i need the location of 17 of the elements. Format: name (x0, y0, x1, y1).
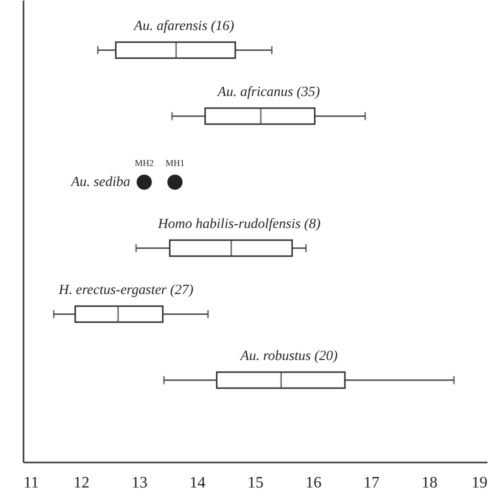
x-tick-label: 13 (132, 474, 148, 492)
x-tick-label: 18 (422, 474, 438, 492)
y-tick-label: Homo habilis-rudolfensis (8) (156, 217, 321, 232)
x-tick-label: 11 (24, 474, 39, 492)
x-tick-label: 16 (306, 474, 322, 492)
y-tick-label: Au. africanus (35) (216, 85, 320, 100)
x-tick-label: 14 (190, 474, 206, 492)
annotation: MH1 (165, 158, 184, 168)
x-tick-label: 17 (364, 474, 380, 492)
annotation: MH2 (134, 158, 154, 168)
x-tick-label: 12 (74, 474, 90, 492)
y-tick-label: H. erectus-ergaster (27) (58, 283, 194, 298)
y-tick-label: Au. robustus (20) (240, 349, 338, 364)
x-tick-label: 15 (248, 474, 264, 492)
y-tick-label: Au. sediba (70, 175, 130, 190)
x-tick-label: 19 (472, 474, 488, 492)
y-tick-label: Au. afarensis (16) (133, 19, 235, 34)
